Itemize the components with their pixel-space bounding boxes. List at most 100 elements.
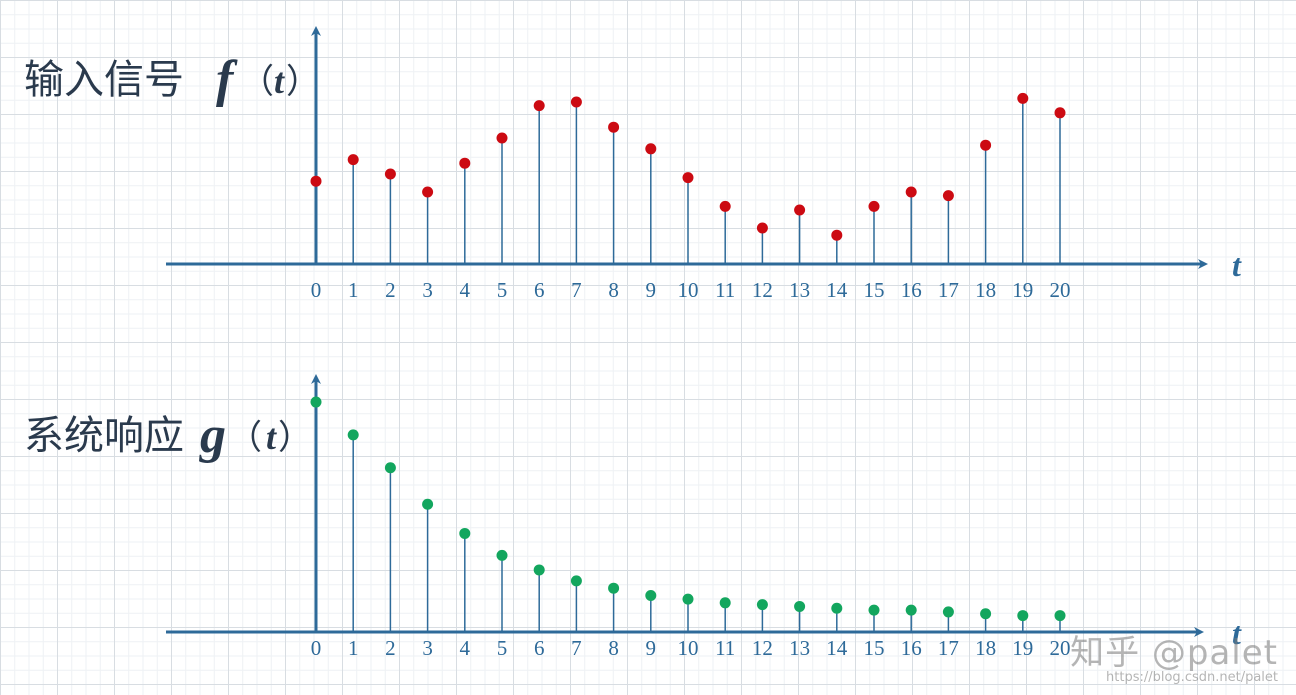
bottom-tick-label-2: 2 <box>385 636 396 660</box>
bottom-chart-title: 系统响应 g （ t ） <box>24 407 312 464</box>
watermark-main: 知乎 @palet <box>1070 633 1278 673</box>
top-point-15 <box>868 200 880 212</box>
bottom-tick-label-7: 7 <box>571 636 582 660</box>
watermark: 知乎 @palet https://blog.csdn.net/palet <box>1070 625 1278 685</box>
bottom-x-axis-label: t <box>1232 615 1242 651</box>
top-tick-label-0: 0 <box>311 278 322 302</box>
bottom-point-3 <box>422 498 434 510</box>
bottom-point-15 <box>868 604 880 616</box>
bottom-title-func: g <box>199 407 226 464</box>
top-x-axis-label: t <box>1232 247 1242 283</box>
top-point-16 <box>905 186 917 198</box>
bottom-tick-label-19: 19 <box>1012 636 1033 660</box>
top-point-5 <box>496 132 508 144</box>
bottom-tick-label-16: 16 <box>901 636 922 660</box>
bottom-point-17 <box>942 606 954 618</box>
top-point-20 <box>1054 107 1066 119</box>
top-tick-label-6: 6 <box>534 278 545 302</box>
top-title-var: t <box>274 61 285 101</box>
top-point-6 <box>533 100 545 112</box>
top-point-11 <box>719 200 731 212</box>
bottom-point-12 <box>756 599 768 611</box>
bottom-tick-label-5: 5 <box>497 636 508 660</box>
bottom-point-13 <box>794 600 806 612</box>
top-tick-label-15: 15 <box>864 278 885 302</box>
bottom-tick-label-0: 0 <box>311 636 322 660</box>
top-tick-label-8: 8 <box>608 278 619 302</box>
watermark-sub: https://blog.csdn.net/palet <box>1106 670 1278 685</box>
bottom-tick-label-6: 6 <box>534 636 545 660</box>
bottom-point-20 <box>1054 610 1066 622</box>
bottom-tick-label-15: 15 <box>864 636 885 660</box>
bottom-tick-label-13: 13 <box>789 636 810 660</box>
bottom-point-18 <box>980 608 992 620</box>
top-point-13 <box>794 204 806 216</box>
top-tick-label-17: 17 <box>938 278 959 302</box>
top-tick-label-7: 7 <box>571 278 582 302</box>
top-point-0 <box>310 175 322 187</box>
top-tick-label-1: 1 <box>348 278 359 302</box>
bottom-title-paren-close: ） <box>278 418 312 458</box>
top-tick-labels: 0 1 2 3 4 5 6 7 8 9 10 11 12 13 14 15 16 17 18 19 20 <box>311 278 1071 302</box>
bottom-tick-label-3: 3 <box>422 636 433 660</box>
bottom-tick-label-11: 11 <box>715 636 735 660</box>
bottom-point-2 <box>384 462 396 474</box>
bottom-tick-label-10: 10 <box>678 636 699 660</box>
top-tick-label-10: 10 <box>678 278 699 302</box>
top-tick-label-3: 3 <box>422 278 433 302</box>
bottom-stem-series <box>310 396 1066 632</box>
bottom-tick-label-9: 9 <box>646 636 657 660</box>
top-tick-label-5: 5 <box>497 278 508 302</box>
bottom-tick-label-20: 20 <box>1050 636 1071 660</box>
bottom-axes: t <box>166 374 1242 651</box>
top-point-17 <box>942 190 954 202</box>
top-point-12 <box>756 222 768 234</box>
top-tick-label-16: 16 <box>901 278 922 302</box>
bottom-tick-label-18: 18 <box>975 636 996 660</box>
top-tick-label-14: 14 <box>826 278 848 302</box>
top-point-14 <box>831 229 843 241</box>
top-point-9 <box>645 143 657 155</box>
bottom-point-16 <box>905 604 917 616</box>
top-tick-label-4: 4 <box>460 278 471 302</box>
top-point-10 <box>682 172 694 184</box>
top-point-4 <box>459 157 471 169</box>
bottom-point-8 <box>608 582 620 594</box>
top-point-18 <box>980 139 992 151</box>
bottom-point-11 <box>719 597 731 609</box>
top-title-paren-close: ） <box>286 62 320 102</box>
top-tick-label-11: 11 <box>715 278 735 302</box>
bottom-title-paren-open: （ <box>228 418 262 458</box>
top-axes: t <box>166 26 1242 283</box>
top-title-paren-open: （ <box>240 62 274 102</box>
bottom-tick-label-1: 1 <box>348 636 359 660</box>
bottom-point-4 <box>459 527 471 539</box>
top-chart-title: 输入信号 f （ t ） <box>24 51 320 108</box>
bottom-title-var: t <box>266 417 277 457</box>
top-tick-label-12: 12 <box>752 278 773 302</box>
top-point-3 <box>422 186 434 198</box>
top-tick-label-9: 9 <box>646 278 657 302</box>
bottom-point-19 <box>1017 610 1029 622</box>
bottom-tick-label-8: 8 <box>608 636 619 660</box>
bottom-tick-labels: 0 1 2 3 4 5 6 7 8 9 10 11 12 13 14 15 16 17 18 19 20 <box>311 636 1071 660</box>
bottom-point-0 <box>310 396 322 408</box>
bottom-point-10 <box>682 593 694 605</box>
top-stem-series <box>310 92 1066 264</box>
bottom-tick-label-14: 14 <box>826 636 848 660</box>
top-title-func: f <box>216 51 238 108</box>
top-point-8 <box>608 121 620 133</box>
top-tick-label-18: 18 <box>975 278 996 302</box>
bottom-title-cn: 系统响应 <box>24 413 184 459</box>
top-tick-label-20: 20 <box>1050 278 1071 302</box>
top-title-cn: 输入信号 <box>24 57 184 103</box>
top-point-19 <box>1017 92 1029 104</box>
bottom-point-1 <box>347 429 359 441</box>
top-point-2 <box>384 168 396 180</box>
bottom-point-5 <box>496 549 508 561</box>
bottom-tick-label-17: 17 <box>938 636 959 660</box>
top-tick-label-2: 2 <box>385 278 396 302</box>
bottom-point-9 <box>645 590 657 601</box>
top-point-1 <box>347 154 359 166</box>
